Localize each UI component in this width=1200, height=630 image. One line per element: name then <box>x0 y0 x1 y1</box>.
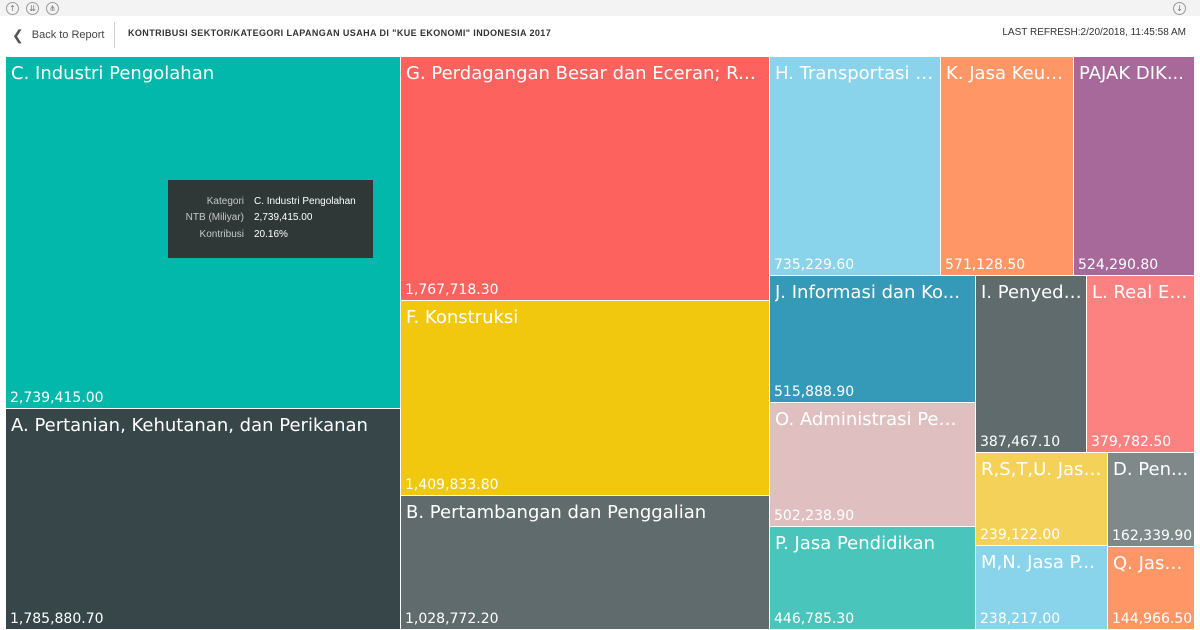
tile-label: B. Pertambangan dan Penggalian <box>406 502 707 523</box>
tooltip-row-kontribusi: Kontribusi 20.16% <box>168 229 373 243</box>
tile-jasa-keuangan[interactable]: K. Jasa Keua... 571,128.50 <box>940 56 1074 276</box>
tile-value: 735,229.60 <box>774 257 855 273</box>
drill-mode-icon[interactable]: ↓ <box>1173 2 1186 15</box>
tile-value: 2,739,415.00 <box>10 390 104 406</box>
tile-value: 1,785,880.70 <box>10 611 104 627</box>
back-label: Back to Report <box>31 29 105 41</box>
tile-value: 502,238.90 <box>774 508 855 524</box>
tooltip-row-kategori: Kategori C. Industri Pengolahan <box>168 196 373 210</box>
tile-label: H. Transportasi d... <box>775 63 936 84</box>
tile-konstruksi[interactable]: F. Konstruksi 1,409,833.80 <box>400 300 770 496</box>
tile-value: 1,767,718.30 <box>405 282 499 298</box>
tile-administrasi[interactable]: O. Administrasi Pem... 502,238.90 <box>769 402 976 527</box>
tile-jasa-kesehatan[interactable]: Q. Jasa... 144,966.50 <box>1107 546 1195 630</box>
page-title: KONTRIBUSI SEKTOR/KATEGORI LAPANGAN USAH… <box>128 28 552 38</box>
tile-label: I. Penyedi... <box>981 282 1082 303</box>
report-header: ❮ Back to Report KONTRIBUSI SEKTOR/KATEG… <box>0 16 1200 54</box>
tooltip: Kategori C. Industri Pengolahan NTB (Mil… <box>168 180 373 258</box>
tile-value: 1,028,772.20 <box>405 611 499 627</box>
tile-pajak[interactable]: PAJAK DIK... 524,290.80 <box>1073 56 1195 276</box>
tile-label: PAJAK DIK... <box>1079 63 1184 84</box>
tile-pendidikan[interactable]: P. Jasa Pendidikan 446,785.30 <box>769 526 976 630</box>
tile-value: 515,888.90 <box>774 384 855 400</box>
tile-label: M,N. Jasa P... <box>981 552 1095 573</box>
tile-value: 571,128.50 <box>945 257 1026 273</box>
tile-pertambangan[interactable]: B. Pertambangan dan Penggalian 1,028,772… <box>400 495 770 630</box>
tile-value: 239,122.00 <box>980 527 1061 543</box>
tile-label: C. Industri Pengolahan <box>11 63 215 84</box>
tile-real-estate[interactable]: L. Real Es... 379,782.50 <box>1086 275 1195 453</box>
expand-all-icon[interactable]: ⋔ <box>46 2 59 15</box>
last-refresh-text: LAST REFRESH:2/20/2018, 11:45:58 AM <box>1002 27 1186 38</box>
tile-label: J. Informasi dan Ko... <box>775 282 960 303</box>
tile-value: 162,339.90 <box>1112 528 1193 544</box>
drill-up-icon[interactable]: ↑ <box>6 2 19 15</box>
tooltip-key: Kategori <box>206 196 244 207</box>
tile-value: 446,785.30 <box>774 611 855 627</box>
drill-down-icon[interactable]: ⇊ <box>26 2 39 15</box>
tile-informasi[interactable]: J. Informasi dan Ko... 515,888.90 <box>769 275 976 403</box>
tile-transportasi[interactable]: H. Transportasi d... 735,229.60 <box>769 56 941 276</box>
tile-value: 524,290.80 <box>1078 257 1159 273</box>
tile-jasa-perusahaan[interactable]: M,N. Jasa P... 238,217.00 <box>975 545 1108 630</box>
tile-jasa-lainnya[interactable]: R,S,T,U. Jasa... 239,122.00 <box>975 452 1108 546</box>
tile-label: L. Real Es... <box>1092 282 1190 303</box>
tile-label: O. Administrasi Pem... <box>775 409 971 430</box>
tile-penyediaan[interactable]: I. Penyedi... 387,467.10 <box>975 275 1087 453</box>
tile-value: 387,467.10 <box>980 434 1061 450</box>
tile-value: 238,217.00 <box>980 611 1061 627</box>
tooltip-value: 20.16% <box>254 229 288 240</box>
tile-label: F. Konstruksi <box>406 307 519 328</box>
tooltip-key: Kontribusi <box>199 229 244 240</box>
tile-label: G. Perdagangan Besar dan Eceran; Rep... <box>406 63 765 84</box>
tile-label: R,S,T,U. Jasa... <box>981 459 1103 480</box>
drill-toolbar: ↑ ⇊ ⋔ ↓ <box>0 0 1200 16</box>
tooltip-value: 2,739,415.00 <box>254 212 313 223</box>
treemap-chart: C. Industri Pengolahan 2,739,415.00 A. P… <box>0 54 1200 630</box>
tile-label: A. Pertanian, Kehutanan, dan Perikanan <box>11 415 368 436</box>
tooltip-value: C. Industri Pengolahan <box>254 196 356 207</box>
tile-value: 1,409,833.80 <box>405 477 499 493</box>
tooltip-row-ntb: NTB (Miliyar) 2,739,415.00 <box>168 212 373 226</box>
tooltip-key: NTB (Miliyar) <box>185 212 244 223</box>
chevron-left-icon: ❮ <box>12 26 24 43</box>
header-divider <box>114 22 115 48</box>
tile-value: 379,782.50 <box>1091 434 1172 450</box>
tile-label: D. Pen... <box>1113 459 1189 480</box>
tile-pertanian[interactable]: A. Pertanian, Kehutanan, dan Perikanan 1… <box>5 408 401 630</box>
tile-value: 144,966.50 <box>1112 611 1193 627</box>
tile-perdagangan[interactable]: G. Perdagangan Besar dan Eceran; Rep... … <box>400 56 770 301</box>
tile-label: K. Jasa Keua... <box>946 63 1069 84</box>
back-to-report-button[interactable]: ❮ Back to Report <box>12 25 105 45</box>
tile-label: P. Jasa Pendidikan <box>775 533 936 554</box>
tile-pengadaan-listrik[interactable]: D. Pen... 162,339.90 <box>1107 452 1195 547</box>
tile-label: Q. Jasa... <box>1113 553 1190 574</box>
